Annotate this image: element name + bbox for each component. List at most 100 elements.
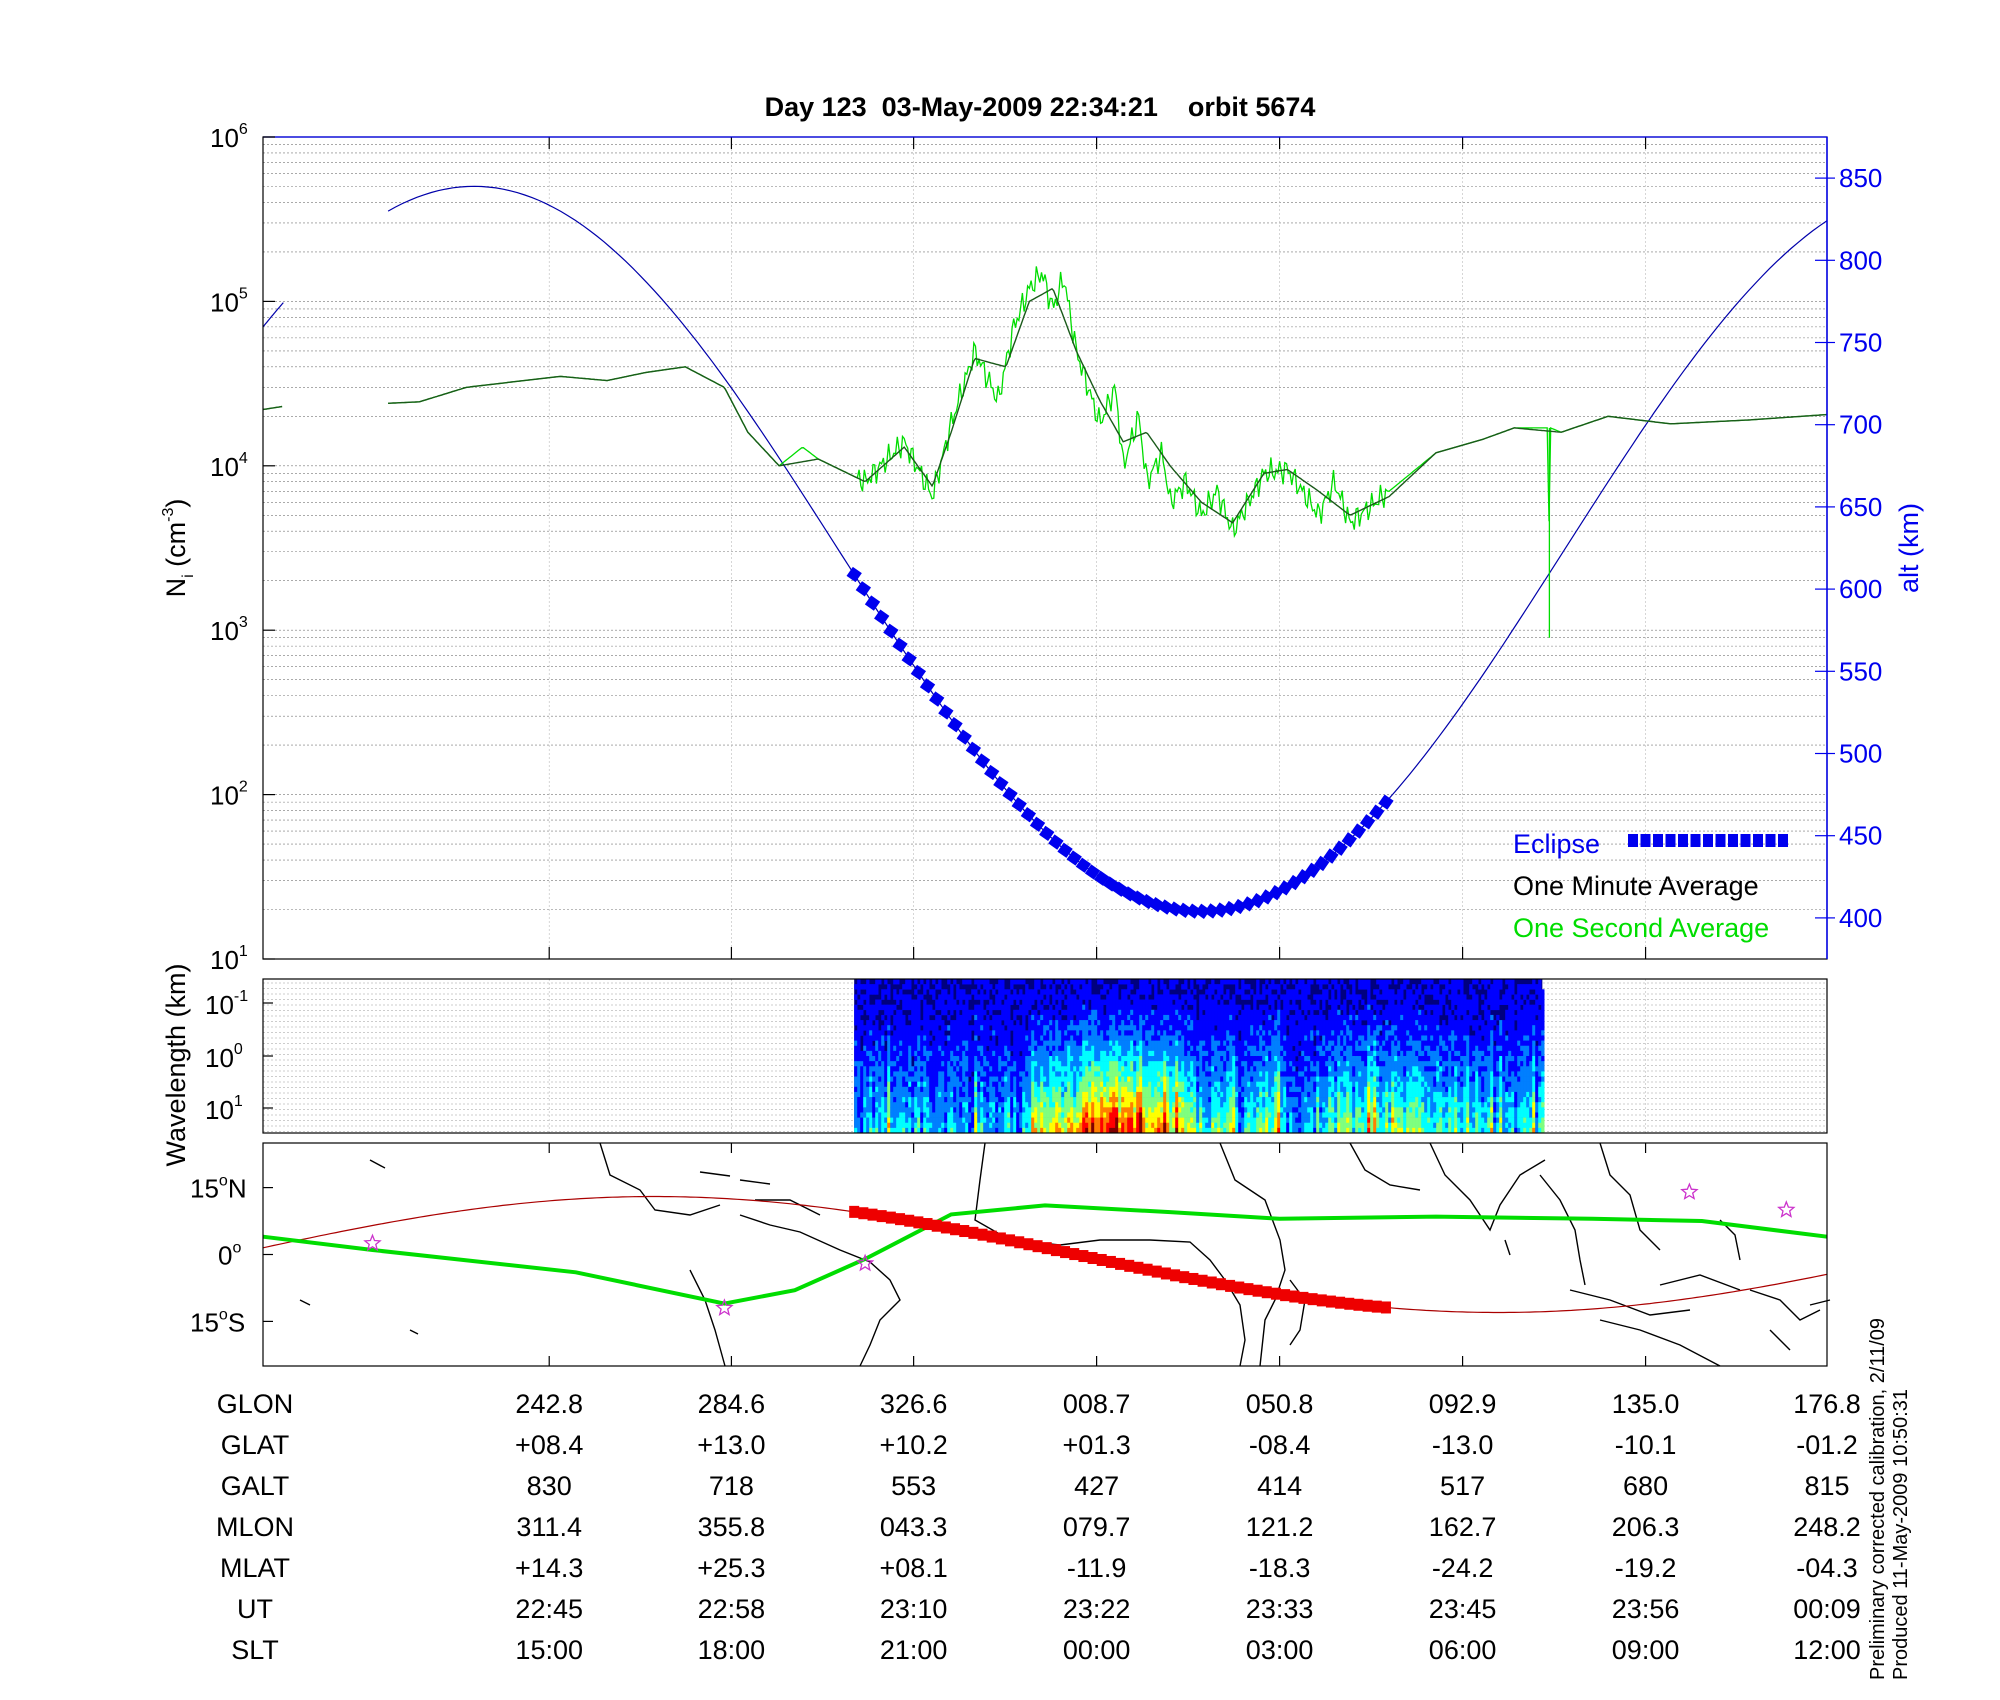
spectrogram-cell: [1142, 1122, 1146, 1129]
spectrogram-cell: [1259, 1117, 1263, 1124]
spectrogram-cell: [1208, 1091, 1212, 1098]
spectrogram-cell: [1304, 1045, 1308, 1052]
spectrogram-cell: [1091, 1081, 1095, 1088]
spectrogram-cell: [965, 1050, 969, 1057]
spectrogram-cell: [1208, 1097, 1212, 1103]
spectrogram-cell: [1376, 1127, 1380, 1134]
spectrogram-cell: [1100, 979, 1104, 985]
spectrogram-cell: [1343, 1050, 1347, 1057]
spectrogram-cell: [1211, 1020, 1215, 1026]
spectrogram-cell: [1118, 1040, 1122, 1047]
spectrogram-cell: [1253, 1040, 1257, 1047]
spectrogram-cell: [1166, 1061, 1170, 1067]
spectrogram-cell: [1268, 1081, 1272, 1088]
spectrogram-cell: [884, 1061, 888, 1067]
spectrogram-cell: [917, 1112, 921, 1118]
spectrogram-cell: [1253, 1056, 1257, 1062]
spectrogram-cell: [1328, 999, 1332, 1005]
spectrogram-cell: [1295, 1004, 1299, 1011]
spectrogram-cell: [896, 1025, 900, 1031]
spectrogram-cell: [1238, 1122, 1242, 1129]
spectrogram-cell: [1301, 984, 1305, 990]
spectrogram-cell: [962, 1014, 966, 1021]
spectrogram-cell: [1049, 1081, 1053, 1088]
spectrogram-cell: [1328, 1127, 1332, 1134]
spectrogram-cell: [854, 1009, 858, 1016]
spectrogram-cell: [1133, 1050, 1137, 1057]
spectrogram-cell: [1226, 1009, 1230, 1016]
spectrogram-cell: [1166, 1035, 1170, 1041]
spectrogram-cell: [1310, 1040, 1314, 1047]
spectrogram-cell: [1232, 1020, 1236, 1026]
spectrogram-cell: [1367, 1045, 1371, 1052]
spectrogram-cell: [1199, 1014, 1203, 1021]
spectrogram-cell: [1235, 1066, 1239, 1072]
spectrogram-cell: [1136, 1025, 1140, 1031]
spectrogram-cell: [1187, 994, 1191, 1000]
spectrogram-cell: [935, 1056, 939, 1062]
spectrogram-cell: [905, 1071, 909, 1077]
spectrogram-cell: [941, 1056, 945, 1062]
spectrogram-cell: [1370, 1050, 1374, 1057]
spectrogram-cell: [1166, 1112, 1170, 1118]
spectrogram-cell: [1061, 1040, 1065, 1047]
spectrogram-cell: [1049, 1112, 1053, 1118]
spectrogram-cell: [893, 1061, 897, 1067]
spectrogram-cell: [1370, 1071, 1374, 1077]
spectrogram-cell: [947, 1056, 951, 1062]
spectrogram-cell: [1055, 1061, 1059, 1067]
spectrogram-cell: [1349, 1020, 1353, 1026]
spectrogram-cell: [1283, 1112, 1287, 1118]
spectrogram-cell: [920, 1107, 924, 1113]
spectrogram-cell: [1094, 1107, 1098, 1113]
spectrogram-cell: [1361, 1025, 1365, 1031]
spectrogram-cell: [926, 1045, 930, 1052]
spectrogram-cell: [914, 1112, 918, 1118]
spectrogram-cell: [1193, 1102, 1197, 1108]
spectrogram-cell: [1247, 1081, 1251, 1088]
spectrogram-cell: [1253, 1127, 1257, 1134]
spectrogram-cell: [908, 1122, 912, 1129]
spectrogram-cell: [929, 1071, 933, 1077]
spectrogram-cell: [929, 1004, 933, 1011]
spectrogram-cell: [1076, 989, 1080, 995]
spectrogram-cell: [872, 1091, 876, 1098]
spectrogram-cell: [1178, 1045, 1182, 1052]
spectrogram-cell: [1178, 1020, 1182, 1026]
spectrogram-cell: [1058, 979, 1062, 985]
spectrogram-cell: [983, 1097, 987, 1103]
spectrogram-cell: [1172, 1061, 1176, 1067]
spectrogram-cell: [1226, 1122, 1230, 1129]
spectrogram-cell: [1229, 1081, 1233, 1088]
spectrogram-cell: [1130, 1076, 1134, 1082]
spectrogram-cell: [908, 1081, 912, 1088]
spectrogram-cell: [1292, 1107, 1296, 1113]
spectrogram-cell: [1049, 1035, 1053, 1041]
spectrogram-cell: [1058, 1091, 1062, 1098]
spectrogram-cell: [1016, 999, 1020, 1005]
spectrogram-cell: [920, 1040, 924, 1047]
spectrogram-cell: [950, 1122, 954, 1129]
spectrogram-cell: [1142, 1009, 1146, 1016]
spectrogram-cell: [1343, 1066, 1347, 1072]
spectrogram-cell: [1241, 1056, 1245, 1062]
spectrogram-cell: [869, 1081, 873, 1088]
spectrogram-cell: [1289, 1025, 1293, 1031]
spectrogram-cell: [1277, 984, 1281, 990]
spectrogram-cell: [857, 1091, 861, 1098]
spectrogram-cell: [1220, 984, 1224, 990]
spectrogram-cell: [1292, 1091, 1296, 1098]
spectrogram-cell: [857, 1020, 861, 1026]
spectrogram-cell: [950, 989, 954, 995]
spectrogram-cell: [1109, 1102, 1113, 1108]
spectrogram-cell: [1358, 1081, 1362, 1088]
spectrogram-cell: [1256, 1030, 1260, 1036]
spectrogram-cell: [1076, 1097, 1080, 1103]
spectrogram-cell: [1019, 1009, 1023, 1016]
spectrogram-cell: [1244, 1127, 1248, 1134]
spectrogram-cell: [1349, 1091, 1353, 1098]
spectrogram-cell: [1007, 1122, 1011, 1129]
spectrogram-cell: [1139, 1035, 1143, 1041]
spectrogram-cell: [980, 1127, 984, 1134]
spectrogram-cell: [1232, 1066, 1236, 1072]
